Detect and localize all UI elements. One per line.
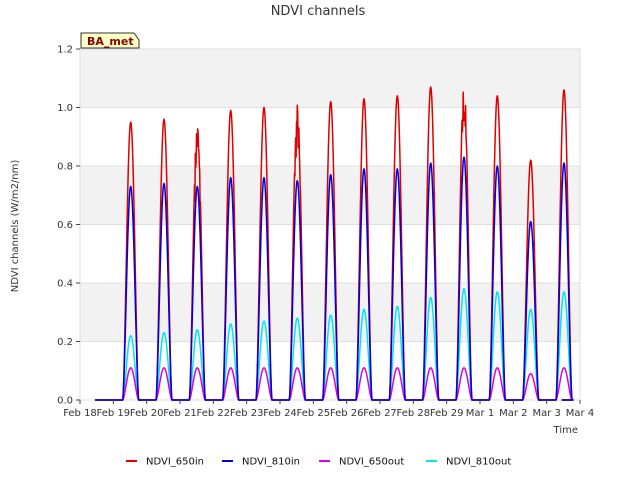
x-tick-label: Feb 29 — [430, 408, 464, 419]
y-axis-label: NDVI channels (W/m2/nm) — [10, 160, 21, 293]
legend-item: NDVI_810out — [426, 457, 511, 468]
x-tick-label: Feb 19 — [97, 408, 131, 419]
y-tick-label: 0.4 — [57, 279, 73, 290]
plot-band — [80, 283, 580, 342]
x-tick-label: Mar 1 — [466, 408, 494, 419]
series-line-ndvi-810in — [95, 156, 574, 401]
y-tick-label: 1.2 — [57, 45, 73, 56]
x-tick-label: Mar 4 — [566, 408, 594, 419]
y-tick-label: 0.8 — [57, 162, 73, 173]
x-tick-label: Feb 27 — [363, 408, 397, 419]
x-tick-label: Feb 18 — [63, 408, 97, 419]
site-badge: BA_met — [80, 32, 140, 49]
chart-title: NDVI channels — [271, 4, 366, 19]
x-tick-label: Mar 3 — [532, 408, 560, 419]
series-lines — [95, 86, 574, 401]
legend: NDVI_650in NDVI_810in NDVI_650out NDVI_810o… — [126, 457, 511, 468]
x-tick-label: Mar 2 — [499, 408, 527, 419]
x-tick-label: Feb 21 — [163, 408, 197, 419]
x-tick-label: Feb 24 — [263, 408, 297, 419]
y-tick-label: 1.0 — [57, 103, 73, 114]
y-axis-ticks: 0.0 0.2 0.4 0.6 0.8 1.0 1.2 — [57, 45, 80, 407]
x-tick-label: Feb 23 — [230, 408, 264, 419]
series-line-ndvi-650out — [95, 367, 574, 401]
x-tick-label: Feb 28 — [397, 408, 431, 419]
legend-label: NDVI_650in — [146, 457, 204, 468]
x-tick-label: Feb 26 — [330, 408, 364, 419]
y-tick-label: 0.0 — [57, 396, 73, 407]
site-badge-box — [80, 32, 140, 49]
plot-background-bands — [80, 49, 580, 342]
x-axis-label: Time — [553, 425, 578, 436]
plot-band — [80, 49, 580, 108]
legend-item: NDVI_810in — [222, 457, 300, 468]
y-tick-label: 0.2 — [57, 337, 73, 348]
legend-item: NDVI_650in — [126, 457, 204, 468]
legend-label: NDVI_810in — [242, 457, 300, 468]
legend-item: NDVI_650out — [319, 457, 404, 468]
legend-label: NDVI_650out — [339, 457, 404, 468]
x-tick-label: Feb 22 — [197, 408, 231, 419]
site-badge-label: BA_met — [87, 35, 134, 48]
x-tick-label: Feb 25 — [297, 408, 331, 419]
x-axis-ticks: Feb 18 Feb 19 Feb 20 Feb 21 Feb 22 Feb 23 Feb … — [63, 400, 594, 419]
legend-label: NDVI_810out — [446, 457, 511, 468]
x-tick-label: Feb 20 — [130, 408, 164, 419]
y-tick-label: 0.6 — [57, 220, 73, 231]
